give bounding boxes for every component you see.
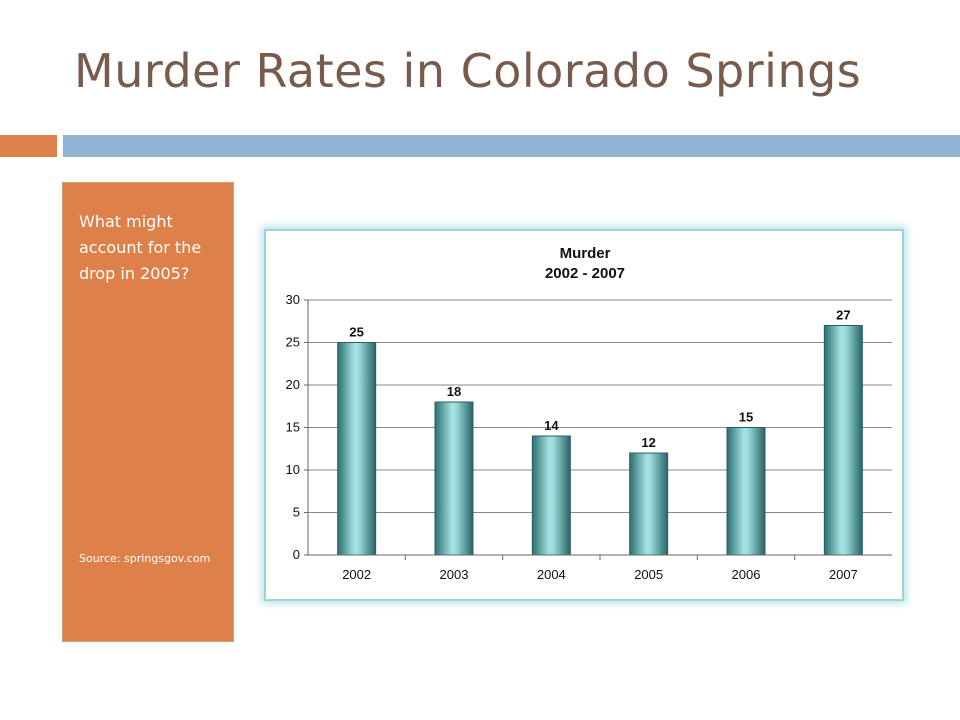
x-axis: 2002 2003 2004 2005 2006 2007 <box>308 554 892 582</box>
slide-title: Murder Rates in Colorado Springs <box>74 44 862 98</box>
bar <box>531 435 571 556</box>
x-tick-label: 2002 <box>342 567 371 582</box>
x-tick-label: 2003 <box>440 567 469 582</box>
sidebar-question: What might account for the drop in 2005? <box>79 212 202 283</box>
y-tick-label: 25 <box>286 335 300 350</box>
y-tick-label: 10 <box>286 462 300 477</box>
data-label: 12 <box>641 435 655 450</box>
y-tick-label: 30 <box>286 292 300 307</box>
data-label: 25 <box>349 325 363 340</box>
data-label: 18 <box>447 384 461 399</box>
chart-frame: Murder 2002 - 2007 0 5 10 15 20 25 30 25 18 14 12… <box>264 229 904 601</box>
y-tick-label: 20 <box>286 377 300 392</box>
bar <box>337 342 377 556</box>
x-tick-label: 2006 <box>732 567 761 582</box>
accent-bar-blue <box>63 135 960 157</box>
bar <box>823 325 863 556</box>
bar <box>629 452 669 556</box>
bar <box>434 401 474 556</box>
x-tick-label: 2005 <box>634 567 663 582</box>
gridlines <box>308 299 892 556</box>
data-label: 27 <box>836 308 850 323</box>
y-tick-label: 15 <box>286 420 300 435</box>
bar <box>726 427 766 556</box>
data-label: 14 <box>544 418 559 433</box>
bars: 25 18 14 12 15 27 <box>337 308 863 556</box>
sidebar-panel: What might account for the drop in 2005?… <box>62 182 234 642</box>
accent-bar-orange <box>0 135 57 157</box>
chart-subtitle: 2002 - 2007 <box>545 265 625 282</box>
sidebar-source: Source: springsgov.com <box>79 552 211 565</box>
y-tick-label: 5 <box>293 505 300 520</box>
x-tick-label: 2004 <box>537 567 566 582</box>
chart-title: Murder <box>560 245 611 262</box>
data-label: 15 <box>739 410 753 425</box>
bar-chart: Murder 2002 - 2007 0 5 10 15 20 25 30 25 18 14 12… <box>286 245 892 582</box>
x-tick-label: 2007 <box>829 567 858 582</box>
y-tick-label: 0 <box>293 547 300 562</box>
y-axis: 0 5 10 15 20 25 30 <box>286 292 309 562</box>
